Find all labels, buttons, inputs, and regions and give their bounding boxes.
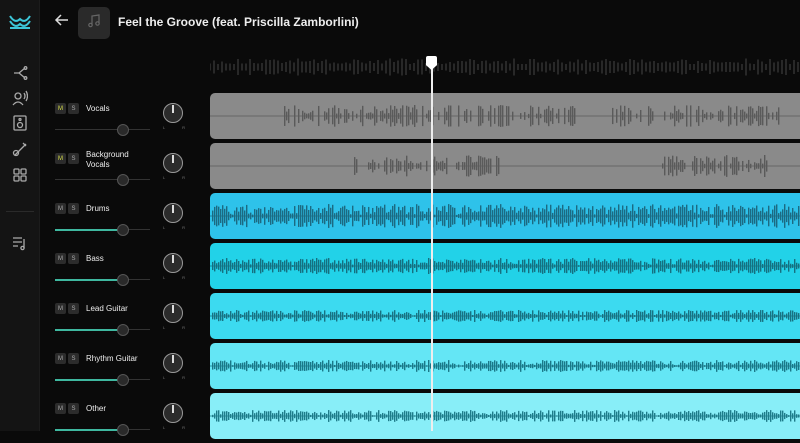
mute-button[interactable]: M xyxy=(55,403,66,414)
timeline-ruler[interactable] xyxy=(210,56,800,78)
arrow-left-icon[interactable] xyxy=(54,12,72,32)
pan-knob[interactable] xyxy=(163,353,183,373)
mute-button[interactable]: M xyxy=(55,353,66,364)
speaker-icon[interactable] xyxy=(8,112,32,134)
track-waveform-lane[interactable] xyxy=(210,393,800,439)
split-icon[interactable] xyxy=(8,62,32,84)
header: Feel the Groove (feat. Priscilla Zamborl… xyxy=(40,0,800,45)
mute-button[interactable]: M xyxy=(55,303,66,314)
solo-button[interactable]: S xyxy=(68,253,79,264)
playlist-music-icon[interactable] xyxy=(8,232,32,254)
track-waveform-lane[interactable] xyxy=(210,193,800,239)
track-waveform-lane[interactable] xyxy=(210,343,800,389)
album-art xyxy=(78,7,110,39)
track-waveform-lane[interactable] xyxy=(210,293,800,339)
solo-button[interactable]: S xyxy=(68,303,79,314)
track-waveform-lane[interactable] xyxy=(210,243,800,289)
voice-user-icon[interactable] xyxy=(8,87,32,109)
volume-slider[interactable] xyxy=(55,224,150,236)
track-name: Other xyxy=(86,404,107,413)
solo-button[interactable]: S xyxy=(68,353,79,364)
solo-button[interactable]: S xyxy=(68,153,79,164)
playhead-handle[interactable] xyxy=(426,56,437,70)
mute-button[interactable]: M xyxy=(55,103,66,114)
track-name: Lead Guitar xyxy=(86,304,128,313)
track-name: Drums xyxy=(86,204,110,213)
track-name: Bass xyxy=(86,254,104,263)
track-waveform-lane[interactable] xyxy=(210,93,800,139)
volume-slider[interactable] xyxy=(55,174,150,186)
volume-slider[interactable] xyxy=(55,124,150,136)
pan-knob[interactable] xyxy=(163,203,183,223)
pan-knob[interactable] xyxy=(163,153,183,173)
volume-slider[interactable] xyxy=(55,424,150,436)
volume-slider[interactable] xyxy=(55,324,150,336)
pan-knob[interactable] xyxy=(163,303,183,323)
mute-button[interactable]: M xyxy=(55,253,66,264)
guitar-icon[interactable] xyxy=(8,138,32,160)
mute-button[interactable]: M xyxy=(55,153,66,164)
track-waveform-lane[interactable] xyxy=(210,143,800,189)
track-name: Vocals xyxy=(86,104,110,113)
volume-slider[interactable] xyxy=(55,374,150,386)
pan-knob[interactable] xyxy=(163,103,183,123)
sidebar-divider xyxy=(6,211,34,212)
playhead-line xyxy=(431,62,433,431)
music-note-icon xyxy=(87,13,101,33)
track-name: Rhythm Guitar xyxy=(86,354,138,363)
sidebar xyxy=(0,0,40,431)
solo-button[interactable]: S xyxy=(68,103,79,114)
pan-knob[interactable] xyxy=(163,253,183,273)
logo-waves-icon[interactable] xyxy=(8,11,32,33)
song-title: Feel the Groove (feat. Priscilla Zamborl… xyxy=(118,15,359,29)
solo-button[interactable]: S xyxy=(68,403,79,414)
track-name: Background Vocals xyxy=(86,150,129,169)
mute-button[interactable]: M xyxy=(55,203,66,214)
pan-knob[interactable] xyxy=(163,403,183,423)
grid-icon[interactable] xyxy=(8,164,32,186)
volume-slider[interactable] xyxy=(55,274,150,286)
solo-button[interactable]: S xyxy=(68,203,79,214)
